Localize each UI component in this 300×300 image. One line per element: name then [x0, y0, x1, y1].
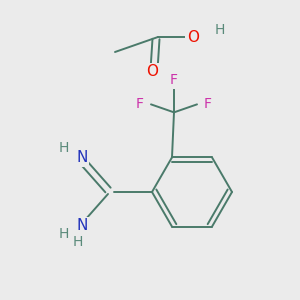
Text: H: H: [73, 235, 83, 249]
Text: F: F: [136, 98, 144, 111]
Text: N: N: [76, 218, 88, 233]
Text: F: F: [170, 74, 178, 87]
Text: H: H: [59, 141, 69, 155]
Text: O: O: [187, 29, 199, 44]
Text: N: N: [76, 151, 88, 166]
Text: H: H: [215, 23, 225, 37]
Text: F: F: [204, 98, 212, 111]
Text: H: H: [59, 227, 69, 241]
Text: O: O: [146, 64, 158, 80]
